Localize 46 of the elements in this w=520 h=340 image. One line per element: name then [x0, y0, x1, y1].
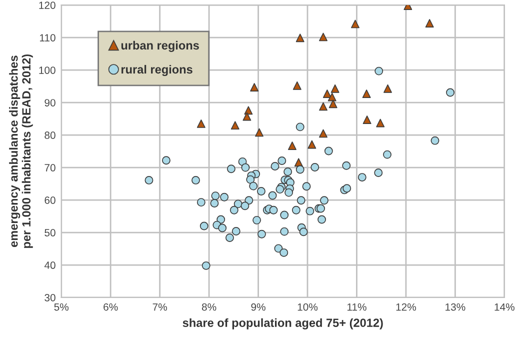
y-tick-label: 90: [44, 99, 56, 106]
x-tick-label: 13%: [446, 303, 466, 311]
point: [328, 100, 338, 108]
legend-label: rural regions: [121, 64, 192, 76]
y-tick-label: 100: [39, 66, 56, 74]
point: [250, 83, 259, 92]
point: [376, 118, 385, 128]
x-tick-label: 11%: [347, 303, 366, 311]
point: [230, 121, 240, 130]
y-tick-label: 40: [44, 262, 56, 269]
point: [288, 142, 296, 150]
x-tick-label: 9%: [251, 303, 266, 311]
y-tick-label: 80: [44, 132, 56, 139]
x-tick-label: 10%: [298, 303, 318, 311]
point: [384, 84, 392, 93]
x-tick-label: 6%: [104, 303, 118, 311]
x-tick-label: 12%: [396, 303, 416, 311]
point: [319, 129, 328, 138]
point: [242, 112, 252, 121]
y-tick-label: 70: [44, 164, 56, 172]
y-axis-title: emergency ambulance dispatches per 1.000 inhabitants (READ, 2012): [9, 54, 33, 248]
point: [308, 140, 316, 149]
point: [322, 90, 332, 98]
point: [292, 81, 302, 90]
x-tick-label: 7%: [152, 303, 167, 311]
point: [319, 102, 328, 111]
x-tick-label: 8%: [202, 303, 216, 311]
y-tick-label: 60: [44, 196, 56, 204]
point: [319, 32, 328, 42]
legend-label: urban regions: [121, 40, 199, 52]
x-tick-label: 5%: [54, 303, 69, 311]
y-tick-label: 30: [44, 294, 56, 302]
point: [328, 92, 336, 102]
y-tick-label: 120: [39, 2, 56, 9]
point: [196, 119, 206, 128]
point: [362, 116, 372, 124]
point: [425, 19, 434, 28]
y-tick-label: 110: [40, 34, 56, 42]
point: [362, 90, 371, 98]
x-axis-title: share of population aged 75+ (2012): [182, 318, 383, 330]
point: [296, 34, 304, 42]
x-tick-label: 14%: [494, 303, 514, 311]
point: [351, 20, 360, 28]
point: [330, 84, 340, 93]
y-tick-label: 50: [44, 229, 56, 236]
point: [255, 128, 264, 137]
